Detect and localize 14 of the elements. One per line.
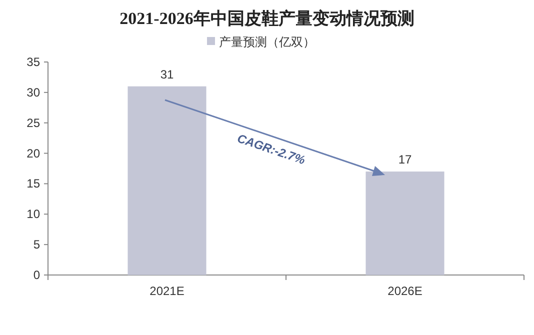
x-tick-label: 2026E: [388, 284, 422, 298]
y-tick-label: 30: [26, 85, 40, 100]
legend-label: 产量预测（亿双）: [219, 35, 315, 49]
y-tick-label: 20: [26, 146, 40, 160]
data-label: 17: [398, 152, 412, 167]
y-tick-label: 10: [26, 207, 40, 222]
chart-title: 2021-2026年中国皮鞋产量变动情况预测: [120, 9, 414, 28]
y-tick-label: 5: [33, 238, 40, 252]
y-tick-label: 15: [26, 176, 40, 191]
y-tick-label: 35: [26, 55, 40, 69]
y-tick-label: 25: [26, 116, 40, 130]
y-tick-label: 0: [33, 268, 40, 282]
x-tick-label: 2021E: [150, 284, 184, 298]
data-label: 31: [160, 67, 174, 82]
